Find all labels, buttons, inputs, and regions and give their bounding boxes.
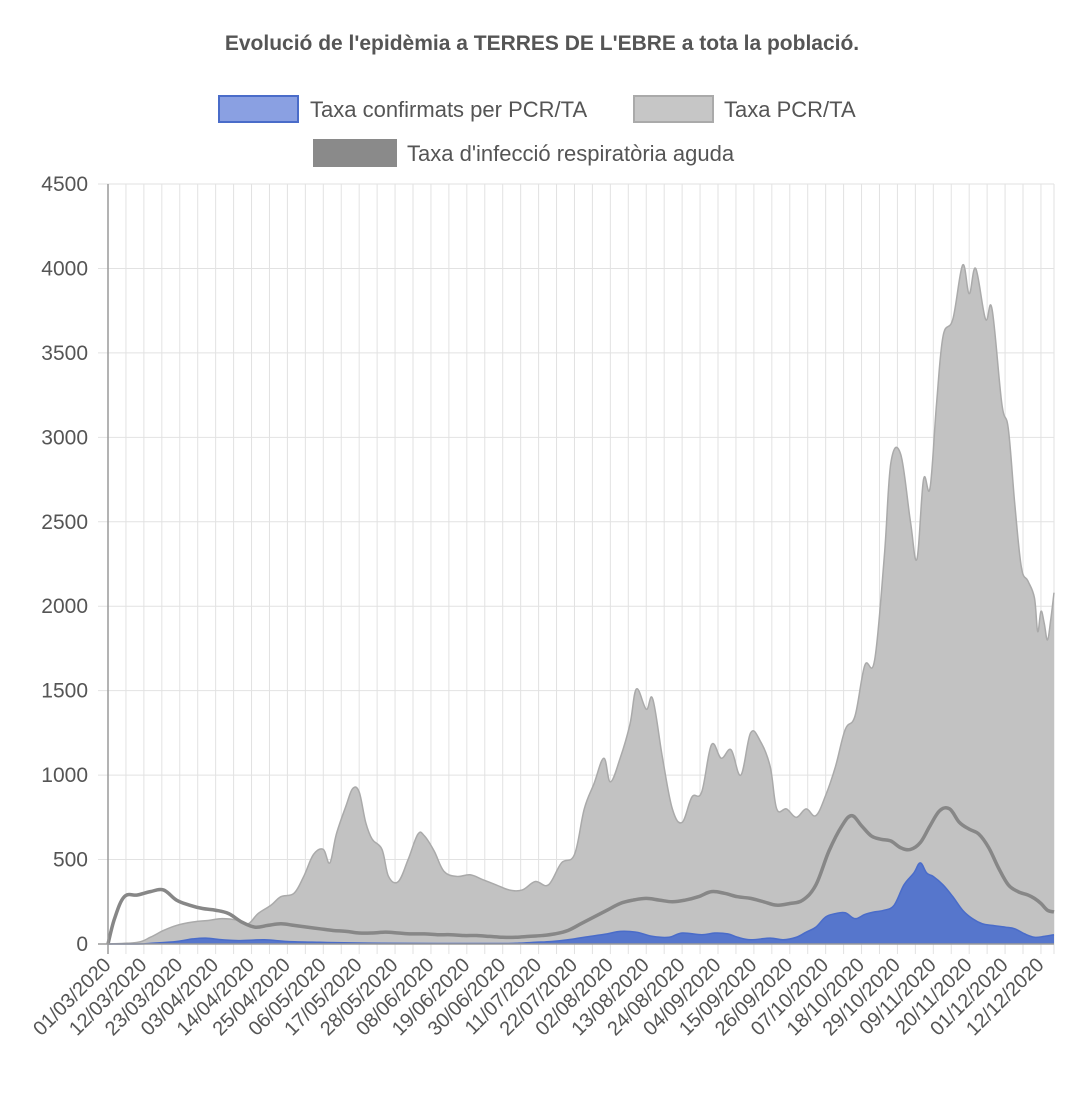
- y-tick-label: 4500: [41, 173, 88, 196]
- y-axis-ticks: 0 500 1000 1500 2000 2500 3000 3500 4000 4500: [41, 173, 88, 956]
- series-line-confirmats[interactable]: [108, 862, 1055, 945]
- y-tick-label: 1000: [41, 764, 88, 787]
- y-tick-label: 1500: [41, 680, 88, 703]
- legend-swatch-confirmats[interactable]: [218, 95, 299, 123]
- series-area-pcr[interactable]: [108, 264, 1054, 944]
- y-tick-label: 3500: [41, 342, 88, 365]
- y-tick-label: 0: [76, 933, 88, 956]
- legend-item-pcr[interactable]: Taxa PCR/TA: [633, 95, 856, 123]
- legend-swatch-ira[interactable]: [313, 139, 397, 167]
- series-area-confirmats[interactable]: [108, 862, 1054, 944]
- series-line-ira[interactable]: [106, 805, 1055, 945]
- axes: [98, 184, 1054, 954]
- legend-swatch-pcr[interactable]: [633, 95, 714, 123]
- y-tick-label: 2000: [41, 595, 88, 618]
- y-tick-label: 500: [53, 849, 88, 872]
- plot-area: [106, 264, 1055, 945]
- chart-title: Evolució de l'epidèmia a TERRES DE L'EBR…: [225, 32, 859, 55]
- legend-label-ira[interactable]: Taxa d'infecció respiratòria aguda: [407, 141, 735, 166]
- series-line-pcr[interactable]: [107, 264, 1055, 945]
- legend-item-ira[interactable]: Taxa d'infecció respiratòria aguda: [313, 139, 735, 167]
- legend-label-pcr[interactable]: Taxa PCR/TA: [724, 97, 856, 122]
- y-tick-label: 4000: [41, 257, 88, 280]
- y-tick-label: 3000: [41, 426, 88, 449]
- legend-item-confirmats[interactable]: Taxa confirmats per PCR/TA: [218, 95, 587, 123]
- y-tick-label: 2500: [41, 511, 88, 534]
- x-axis-ticks: 01/03/202012/03/202023/03/202003/04/2020…: [29, 954, 1048, 1040]
- legend[interactable]: Taxa confirmats per PCR/TA Taxa PCR/TA T…: [218, 95, 856, 167]
- legend-label-confirmats[interactable]: Taxa confirmats per PCR/TA: [310, 97, 587, 122]
